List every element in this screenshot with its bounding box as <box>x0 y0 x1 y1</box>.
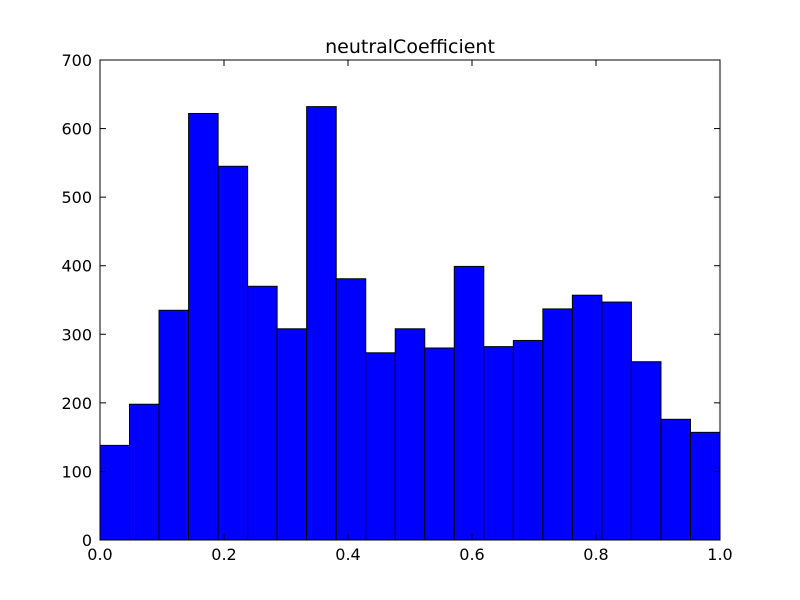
histogram-bar-18 <box>630 361 662 541</box>
x-tick-label-3: 0.6 <box>459 545 484 564</box>
histogram-bar-11 <box>424 347 455 541</box>
histogram-bar-14 <box>512 339 544 541</box>
histogram-bar-16 <box>571 294 603 541</box>
histogram-bar-1 <box>129 403 160 541</box>
histogram-bar-6 <box>276 328 308 541</box>
x-tick-label-1: 0.2 <box>211 545 236 564</box>
y-tick-label-5: 500 <box>61 188 92 207</box>
y-tick-label-6: 600 <box>61 120 92 139</box>
y-tick-label-1: 100 <box>61 462 92 481</box>
y-tick-label-2: 200 <box>61 394 92 413</box>
y-tick-label-0: 0 <box>82 531 92 550</box>
histogram-bar-19 <box>660 418 691 541</box>
histogram-bar-9 <box>365 352 396 541</box>
x-tick-label-4: 0.8 <box>583 545 608 564</box>
histogram-bar-5 <box>247 285 278 541</box>
bars-group <box>99 106 721 541</box>
histogram-bar-10 <box>394 328 426 541</box>
histogram-bar-7 <box>306 106 337 541</box>
histogram-bar-8 <box>335 278 367 541</box>
histogram-bar-13 <box>483 346 514 541</box>
histogram-bar-2 <box>158 309 190 541</box>
x-tick-label-5: 1.0 <box>707 545 732 564</box>
chart-title: neutralCoefficient <box>325 36 495 58</box>
histogram-bar-17 <box>601 301 632 541</box>
y-tick-label-4: 400 <box>61 257 92 276</box>
histogram-bar-20 <box>689 431 721 541</box>
x-tick-label-2: 0.4 <box>335 545 360 564</box>
histogram-bar-15 <box>542 308 573 541</box>
histogram-bar-3 <box>188 112 219 541</box>
plot-frame <box>99 59 721 541</box>
histogram-bar-12 <box>453 265 485 541</box>
histogram-bar-0 <box>99 444 131 541</box>
x-tick-label-0: 0.0 <box>87 545 112 564</box>
y-tick-label-3: 300 <box>61 325 92 344</box>
y-tick-label-7: 700 <box>61 51 92 70</box>
histogram-bar-4 <box>217 165 249 541</box>
tick-labels-group: 0.0 0.2 0.4 0.6 0.8 1.0 0 100 200 300 400 500 600 700 <box>61 51 732 564</box>
